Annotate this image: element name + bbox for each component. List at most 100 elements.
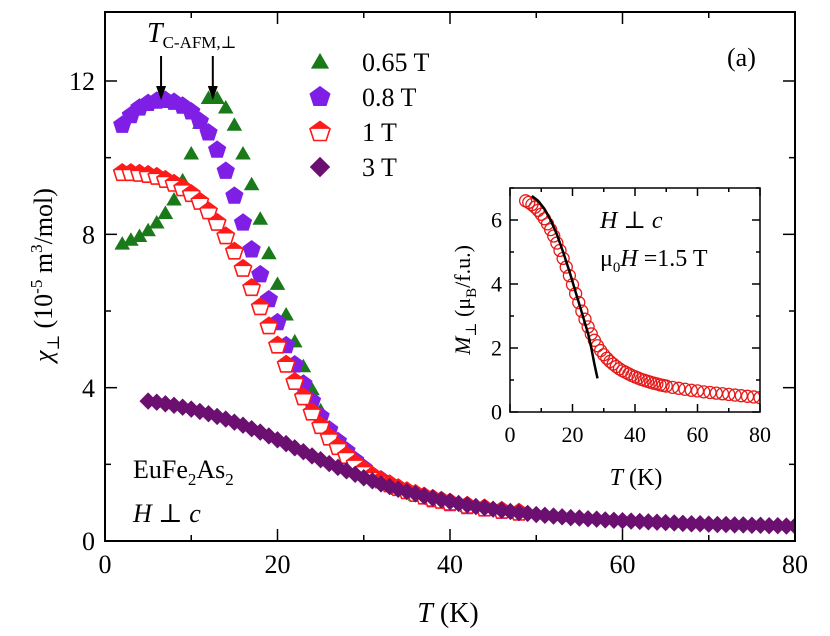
data-point bbox=[251, 264, 270, 283]
data-point bbox=[140, 222, 156, 237]
sample-sub2: 2 bbox=[225, 470, 234, 489]
inset-data-point bbox=[543, 222, 558, 237]
inset-x-axis-label: T (K) bbox=[610, 465, 663, 491]
data-point bbox=[269, 276, 286, 290]
sample-prefix: EuFe bbox=[133, 455, 188, 484]
y-tick-label: 4 bbox=[491, 272, 502, 297]
y-label-symbol: χ bbox=[29, 350, 58, 365]
legend-marker bbox=[310, 52, 330, 69]
tc-arrow-head bbox=[207, 86, 218, 100]
data-point-fill bbox=[225, 242, 243, 249]
panel-label: (a) bbox=[727, 43, 756, 72]
data-point-fill bbox=[165, 174, 183, 182]
field-h: H bbox=[132, 499, 153, 528]
field-perp: ⊥ bbox=[152, 499, 189, 528]
data-point bbox=[157, 205, 174, 219]
data-point bbox=[252, 211, 269, 225]
data-point bbox=[226, 117, 243, 131]
data-point-fill bbox=[260, 317, 278, 324]
inset-data-point bbox=[665, 380, 680, 395]
field-c: c bbox=[189, 499, 201, 528]
data-point-fill bbox=[182, 185, 200, 192]
inset-mu-h: H bbox=[619, 246, 639, 272]
data-point-fill bbox=[268, 336, 287, 343]
x-tick-label: 80 bbox=[749, 422, 771, 447]
data-point bbox=[166, 192, 182, 206]
series-3 bbox=[139, 392, 795, 535]
x-tick-label: 20 bbox=[265, 550, 291, 579]
y-label-sup2: 3 bbox=[27, 244, 46, 253]
data-point-fill bbox=[174, 179, 192, 186]
inset-mu-rest: =1.5 T bbox=[638, 246, 708, 272]
inset-field-direction: H ⊥ c bbox=[599, 208, 663, 234]
data-point-fill bbox=[243, 279, 261, 286]
data-point bbox=[233, 213, 253, 231]
sample-mid: As bbox=[196, 455, 225, 484]
y-label-sub: ⊥ bbox=[44, 334, 63, 350]
y-tick-label: 0 bbox=[491, 400, 502, 425]
data-point bbox=[207, 140, 227, 158]
data-point bbox=[261, 245, 277, 260]
inset-data-point bbox=[753, 390, 760, 405]
data-point-fill bbox=[312, 417, 330, 424]
tc-italic: T bbox=[147, 18, 165, 49]
inset-data-point bbox=[684, 383, 698, 397]
inset-data-point bbox=[572, 295, 586, 310]
data-point-fill bbox=[277, 355, 295, 362]
inset-x-rest: (K) bbox=[623, 465, 662, 491]
data-point-fill bbox=[234, 259, 252, 267]
data-point-fill bbox=[363, 466, 381, 474]
data-point bbox=[225, 186, 244, 204]
tc-arrows bbox=[156, 56, 218, 100]
data-point bbox=[199, 123, 218, 141]
data-point-fill bbox=[320, 428, 338, 435]
legend-label: 0.8 T bbox=[362, 83, 417, 112]
data-point-fill bbox=[294, 388, 312, 395]
inset-y-axis-label: M⊥ (μB/f.u.) bbox=[450, 245, 480, 356]
inset-y-sub2: B bbox=[464, 288, 480, 298]
data-point-fill bbox=[251, 298, 269, 305]
x-label-italic: T bbox=[417, 598, 435, 629]
data-point-fill bbox=[148, 167, 166, 175]
data-point-fill bbox=[208, 213, 226, 221]
data-point-fill bbox=[329, 438, 347, 445]
main-series-layer bbox=[112, 90, 795, 535]
field-label: H ⊥ c bbox=[132, 499, 201, 528]
data-point-fill bbox=[199, 202, 218, 209]
data-point-fill bbox=[191, 192, 209, 200]
y-label-mid: m bbox=[29, 253, 58, 280]
x-label-rest: (K) bbox=[433, 598, 479, 629]
inset-mu-sub: 0 bbox=[613, 260, 621, 276]
y-tick-label: 12 bbox=[69, 67, 95, 96]
main-y-axis-label: χ⊥ (10-5 m3/mol) bbox=[27, 188, 63, 365]
data-point-fill bbox=[286, 372, 304, 380]
sample-sub1: 2 bbox=[188, 470, 197, 489]
inset-mu: μ bbox=[600, 246, 613, 272]
sample-label: EuFe2As2 bbox=[133, 455, 234, 489]
inset-y-italic: M bbox=[450, 335, 475, 356]
inset-h: H bbox=[599, 208, 619, 234]
main-x-axis-label: T (K) bbox=[417, 598, 478, 629]
inset-data-point bbox=[575, 304, 589, 318]
data-point-fill bbox=[217, 227, 235, 234]
inset-data-point bbox=[672, 381, 686, 395]
legend-label: 3 T bbox=[362, 153, 397, 182]
data-point-fill bbox=[337, 446, 356, 454]
inset-x-italic: T bbox=[610, 465, 625, 491]
data-point bbox=[183, 146, 200, 160]
x-tick-label: 20 bbox=[562, 422, 584, 447]
inset-field-value: μ0H =1.5 T bbox=[600, 246, 708, 276]
inset-c: c bbox=[652, 208, 663, 234]
x-tick-label: 40 bbox=[624, 422, 646, 447]
data-point-fill bbox=[355, 461, 373, 468]
inset-data-point bbox=[678, 382, 692, 396]
data-point bbox=[235, 146, 251, 160]
y-tick-label: 4 bbox=[82, 374, 95, 403]
inset-data-point bbox=[659, 379, 673, 393]
inset-y-sub: ⊥ bbox=[464, 322, 480, 336]
y-tick-label: 0 bbox=[82, 527, 95, 556]
